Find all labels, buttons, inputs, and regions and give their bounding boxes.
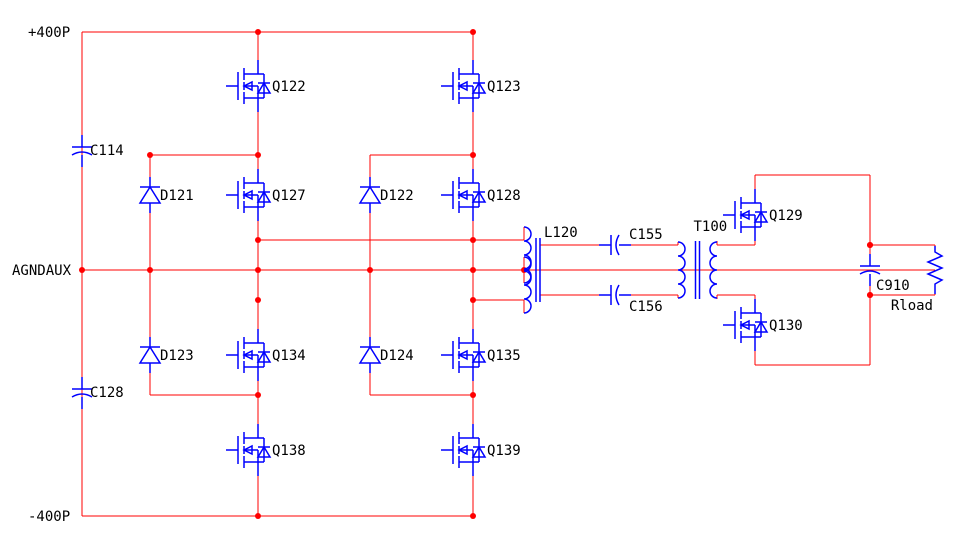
label-C910: C910 [876,278,910,294]
mosfet-Q122 [226,60,270,112]
label-Q127: Q127 [272,188,306,204]
mosfet-Q123 [441,60,485,112]
diode-D121 [140,177,160,213]
cap-C156 [599,285,631,305]
label-D121: D121 [160,188,194,204]
label-rail_neg: -400P [28,509,70,525]
label-Q123: Q123 [487,79,521,95]
mosfet-Q139 [441,424,485,476]
mosfet-Q135 [441,329,485,381]
diode-D124 [360,337,380,373]
label-Q134: Q134 [272,348,306,364]
label-T100: T100 [694,219,728,235]
label-D123: D123 [160,348,194,364]
mosfet-Q129 [723,189,767,241]
mosfet-Q138 [226,424,270,476]
mosfet-Q134 [226,329,270,381]
label-Q135: Q135 [487,348,521,364]
mosfet-Q127 [226,169,270,221]
label-D124: D124 [380,348,414,364]
label-C114: C114 [90,143,124,159]
label-Q129: Q129 [769,208,803,224]
label-Q139: Q139 [487,443,521,459]
mosfet-Q130 [723,299,767,351]
diode-D122 [360,177,380,213]
label-Q130: Q130 [769,318,803,334]
label-agnd: AGNDAUX [12,263,72,279]
label-Rload: Rload [891,298,933,314]
diode-D123 [140,337,160,373]
label-C155: C155 [629,227,663,243]
label-Q128: Q128 [487,188,521,204]
label-Q138: Q138 [272,443,306,459]
label-C128: C128 [90,385,124,401]
mosfet-Q128 [441,169,485,221]
cap-C155 [599,235,631,255]
label-Q122: Q122 [272,79,306,95]
label-rail_pos: +400P [28,25,70,41]
label-D122: D122 [380,188,414,204]
label-L120: L120 [544,225,578,241]
label-C156: C156 [629,299,663,315]
